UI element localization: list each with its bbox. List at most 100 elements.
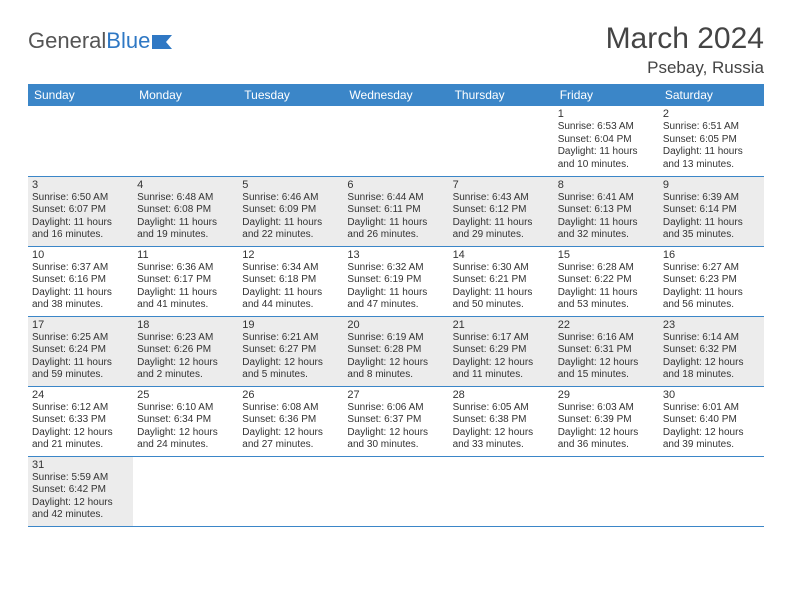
sunset-text: Sunset: 6:26 PM	[137, 344, 234, 357]
day-number: 9	[663, 179, 760, 191]
sunset-text: Sunset: 6:11 PM	[347, 204, 444, 217]
logo: GeneralBlue	[28, 28, 174, 54]
calendar-cell: 30Sunrise: 6:01 AMSunset: 6:40 PMDayligh…	[659, 386, 764, 456]
daylight-text: Daylight: 11 hours and 29 minutes.	[453, 217, 550, 242]
daylight-text: Daylight: 12 hours and 24 minutes.	[137, 427, 234, 452]
sunrise-text: Sunrise: 6:12 AM	[32, 402, 129, 415]
daylight-text: Daylight: 11 hours and 44 minutes.	[242, 287, 339, 312]
sunrise-text: Sunrise: 6:05 AM	[453, 402, 550, 415]
calendar-cell: 10Sunrise: 6:37 AMSunset: 6:16 PMDayligh…	[28, 246, 133, 316]
daylight-text: Daylight: 12 hours and 42 minutes.	[32, 497, 129, 522]
calendar-cell: 25Sunrise: 6:10 AMSunset: 6:34 PMDayligh…	[133, 386, 238, 456]
sunrise-text: Sunrise: 6:14 AM	[663, 332, 760, 345]
logo-text-2: Blue	[106, 28, 150, 54]
daylight-text: Daylight: 11 hours and 10 minutes.	[558, 146, 655, 171]
weekday-header: Wednesday	[343, 84, 448, 106]
sunrise-text: Sunrise: 6:01 AM	[663, 402, 760, 415]
sunset-text: Sunset: 6:17 PM	[137, 274, 234, 287]
day-number: 15	[558, 249, 655, 261]
sunset-text: Sunset: 6:37 PM	[347, 414, 444, 427]
calendar-cell: 20Sunrise: 6:19 AMSunset: 6:28 PMDayligh…	[343, 316, 448, 386]
weekday-header: Tuesday	[238, 84, 343, 106]
day-number: 18	[137, 319, 234, 331]
daylight-text: Daylight: 11 hours and 38 minutes.	[32, 287, 129, 312]
day-number: 10	[32, 249, 129, 261]
sunrise-text: Sunrise: 6:23 AM	[137, 332, 234, 345]
daylight-text: Daylight: 12 hours and 27 minutes.	[242, 427, 339, 452]
sunset-text: Sunset: 6:27 PM	[242, 344, 339, 357]
calendar-cell	[449, 456, 554, 526]
day-number: 11	[137, 249, 234, 261]
daylight-text: Daylight: 11 hours and 50 minutes.	[453, 287, 550, 312]
sunset-text: Sunset: 6:38 PM	[453, 414, 550, 427]
sunset-text: Sunset: 6:24 PM	[32, 344, 129, 357]
calendar-cell: 7Sunrise: 6:43 AMSunset: 6:12 PMDaylight…	[449, 176, 554, 246]
calendar-week-row: 24Sunrise: 6:12 AMSunset: 6:33 PMDayligh…	[28, 386, 764, 456]
sunset-text: Sunset: 6:33 PM	[32, 414, 129, 427]
calendar-cell: 24Sunrise: 6:12 AMSunset: 6:33 PMDayligh…	[28, 386, 133, 456]
calendar-cell: 17Sunrise: 6:25 AMSunset: 6:24 PMDayligh…	[28, 316, 133, 386]
day-number: 13	[347, 249, 444, 261]
day-number: 20	[347, 319, 444, 331]
daylight-text: Daylight: 11 hours and 59 minutes.	[32, 357, 129, 382]
sunset-text: Sunset: 6:09 PM	[242, 204, 339, 217]
weekday-header: Saturday	[659, 84, 764, 106]
calendar-cell	[659, 456, 764, 526]
day-number: 23	[663, 319, 760, 331]
day-number: 19	[242, 319, 339, 331]
sunrise-text: Sunrise: 6:37 AM	[32, 262, 129, 275]
calendar-cell	[133, 106, 238, 176]
calendar-cell: 19Sunrise: 6:21 AMSunset: 6:27 PMDayligh…	[238, 316, 343, 386]
calendar-cell: 11Sunrise: 6:36 AMSunset: 6:17 PMDayligh…	[133, 246, 238, 316]
daylight-text: Daylight: 12 hours and 8 minutes.	[347, 357, 444, 382]
sunset-text: Sunset: 6:05 PM	[663, 134, 760, 147]
daylight-text: Daylight: 12 hours and 11 minutes.	[453, 357, 550, 382]
location: Psebay, Russia	[606, 58, 764, 78]
day-number: 29	[558, 389, 655, 401]
daylight-text: Daylight: 12 hours and 36 minutes.	[558, 427, 655, 452]
daylight-text: Daylight: 12 hours and 39 minutes.	[663, 427, 760, 452]
day-number: 1	[558, 108, 655, 120]
logo-flag-icon	[152, 33, 174, 49]
day-number: 26	[242, 389, 339, 401]
calendar-cell	[28, 106, 133, 176]
sunrise-text: Sunrise: 6:53 AM	[558, 121, 655, 134]
sunrise-text: Sunrise: 6:19 AM	[347, 332, 444, 345]
day-number: 21	[453, 319, 550, 331]
daylight-text: Daylight: 12 hours and 30 minutes.	[347, 427, 444, 452]
daylight-text: Daylight: 11 hours and 19 minutes.	[137, 217, 234, 242]
sunset-text: Sunset: 6:16 PM	[32, 274, 129, 287]
sunset-text: Sunset: 6:19 PM	[347, 274, 444, 287]
sunrise-text: Sunrise: 6:10 AM	[137, 402, 234, 415]
sunrise-text: Sunrise: 6:34 AM	[242, 262, 339, 275]
calendar-week-row: 31Sunrise: 5:59 AMSunset: 6:42 PMDayligh…	[28, 456, 764, 526]
calendar-cell: 13Sunrise: 6:32 AMSunset: 6:19 PMDayligh…	[343, 246, 448, 316]
calendar-week-row: 1Sunrise: 6:53 AMSunset: 6:04 PMDaylight…	[28, 106, 764, 176]
day-number: 2	[663, 108, 760, 120]
daylight-text: Daylight: 12 hours and 15 minutes.	[558, 357, 655, 382]
calendar-cell: 12Sunrise: 6:34 AMSunset: 6:18 PMDayligh…	[238, 246, 343, 316]
daylight-text: Daylight: 11 hours and 35 minutes.	[663, 217, 760, 242]
title-block: March 2024 Psebay, Russia	[606, 22, 764, 78]
day-number: 14	[453, 249, 550, 261]
sunrise-text: Sunrise: 6:43 AM	[453, 192, 550, 205]
sunset-text: Sunset: 6:12 PM	[453, 204, 550, 217]
calendar-cell: 16Sunrise: 6:27 AMSunset: 6:23 PMDayligh…	[659, 246, 764, 316]
calendar-cell: 31Sunrise: 5:59 AMSunset: 6:42 PMDayligh…	[28, 456, 133, 526]
day-number: 5	[242, 179, 339, 191]
daylight-text: Daylight: 12 hours and 33 minutes.	[453, 427, 550, 452]
sunrise-text: Sunrise: 6:39 AM	[663, 192, 760, 205]
calendar-cell: 27Sunrise: 6:06 AMSunset: 6:37 PMDayligh…	[343, 386, 448, 456]
sunset-text: Sunset: 6:40 PM	[663, 414, 760, 427]
daylight-text: Daylight: 11 hours and 32 minutes.	[558, 217, 655, 242]
sunrise-text: Sunrise: 6:36 AM	[137, 262, 234, 275]
calendar-week-row: 3Sunrise: 6:50 AMSunset: 6:07 PMDaylight…	[28, 176, 764, 246]
calendar-cell: 14Sunrise: 6:30 AMSunset: 6:21 PMDayligh…	[449, 246, 554, 316]
calendar-cell: 6Sunrise: 6:44 AMSunset: 6:11 PMDaylight…	[343, 176, 448, 246]
sunrise-text: Sunrise: 6:30 AM	[453, 262, 550, 275]
calendar-cell	[343, 456, 448, 526]
weekday-header: Monday	[133, 84, 238, 106]
calendar-cell: 3Sunrise: 6:50 AMSunset: 6:07 PMDaylight…	[28, 176, 133, 246]
sunset-text: Sunset: 6:08 PM	[137, 204, 234, 217]
calendar-table: Sunday Monday Tuesday Wednesday Thursday…	[28, 84, 764, 527]
